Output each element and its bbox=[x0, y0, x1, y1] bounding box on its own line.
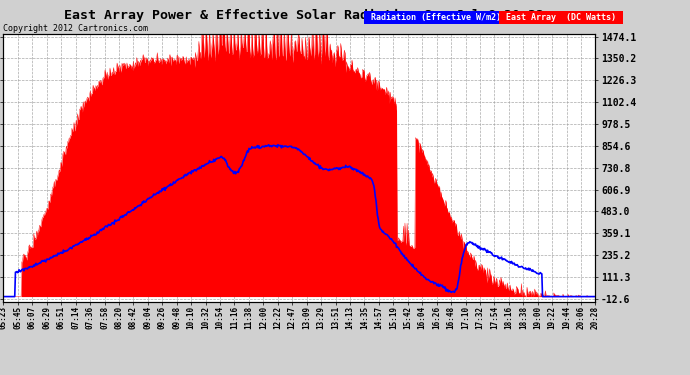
Text: East Array  (DC Watts): East Array (DC Watts) bbox=[501, 13, 621, 22]
Text: Radiation (Effective W/m2): Radiation (Effective W/m2) bbox=[366, 13, 506, 22]
Text: East Array Power & Effective Solar Radiation Sun Jul 8 20:32: East Array Power & Effective Solar Radia… bbox=[63, 9, 544, 22]
Text: Copyright 2012 Cartronics.com: Copyright 2012 Cartronics.com bbox=[3, 24, 148, 33]
